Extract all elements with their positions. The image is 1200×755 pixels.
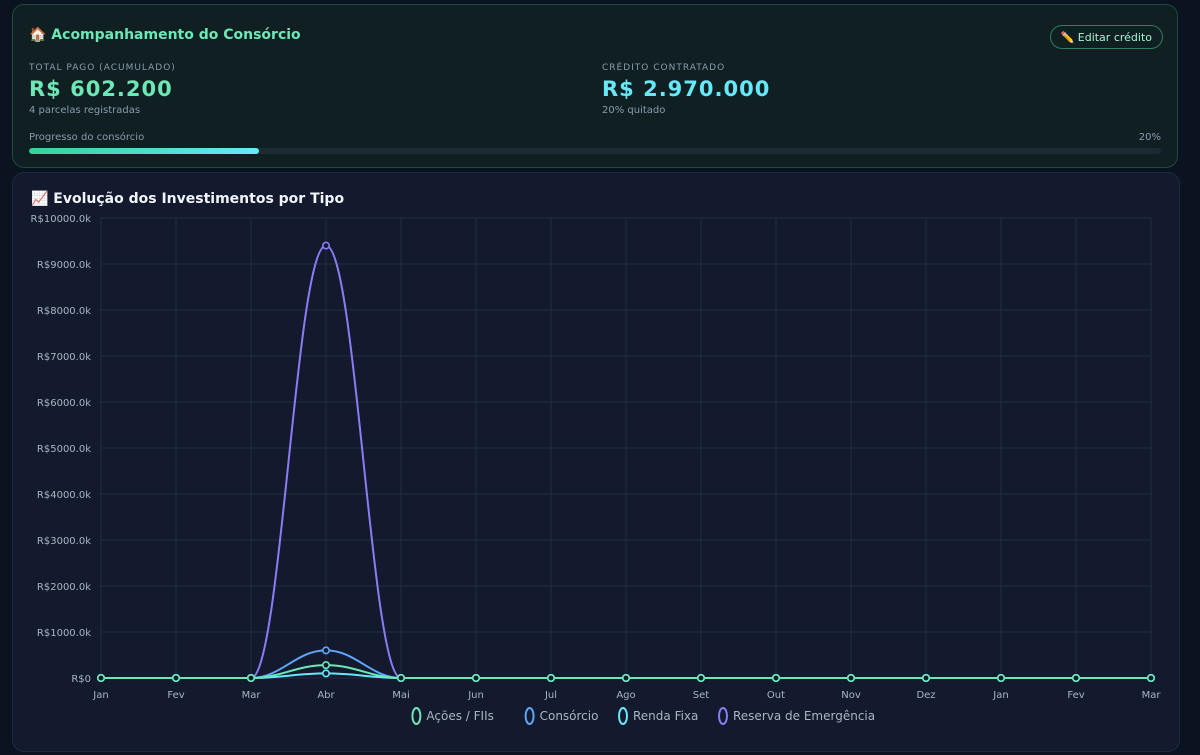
data-point xyxy=(172,673,181,682)
x-tick-label: Jan xyxy=(92,690,108,701)
y-tick-label: R$6000.0k xyxy=(37,398,91,409)
progress-fill xyxy=(29,148,259,154)
credito-label: CRÉDITO CONTRATADO xyxy=(602,63,726,73)
credito-stat: CRÉDITO CONTRATADO R$ 2.970.000 20% quit… xyxy=(602,63,770,116)
legend-label: Reserva de Emergência xyxy=(733,709,875,723)
y-tick-label: R$4000.0k xyxy=(37,490,91,501)
y-tick-label: R$0 xyxy=(71,674,91,685)
x-tick-label: Mar xyxy=(242,690,262,701)
data-point xyxy=(546,673,555,682)
legend-marker xyxy=(524,707,535,725)
progress-track xyxy=(29,148,1161,154)
total-pago-label: TOTAL PAGO (ACUMULADO) xyxy=(29,63,176,73)
consorcio-card: 🏠 Acompanhamento do Consórcio ✏️ Editar … xyxy=(12,4,1178,168)
x-tick-label: Jul xyxy=(544,690,557,701)
legend-marker xyxy=(618,707,628,725)
investments-line-chart: R$0 R$1000.0k R$2000.0k R$3000.0k R$4000.0k R… xyxy=(31,214,1162,725)
x-tick-label: Abr xyxy=(317,690,335,701)
y-tick-label: R$1000.0k xyxy=(37,628,91,639)
total-pago-value: R$ 602.200 xyxy=(29,77,173,101)
x-tick-label: Nov xyxy=(841,690,861,701)
data-point xyxy=(996,673,1005,682)
data-point xyxy=(321,661,330,670)
data-point xyxy=(396,673,405,682)
data-point xyxy=(321,669,330,678)
y-tick-label: R$10000.0k xyxy=(31,214,92,225)
total-pago-stat: TOTAL PAGO (ACUMULADO) R$ 602.200 4 parc… xyxy=(29,63,176,116)
legend-marker xyxy=(718,707,728,725)
y-tick-label: R$9000.0k xyxy=(37,260,91,271)
total-pago-sub: 4 parcelas registradas xyxy=(29,105,141,116)
credito-value: R$ 2.970.000 xyxy=(602,77,771,101)
data-point xyxy=(247,673,256,682)
legend-label: Ações / FIIs xyxy=(426,709,493,723)
data-point xyxy=(471,673,480,682)
y-tick-label: R$5000.0k xyxy=(37,444,91,455)
x-tick-label: Mar xyxy=(1142,690,1162,701)
y-tick-label: R$3000.0k xyxy=(37,536,91,547)
data-point xyxy=(1072,673,1081,682)
x-tick-label: Dez xyxy=(916,690,935,701)
legend-label: Renda Fixa xyxy=(633,709,698,723)
x-tick-label: Mai xyxy=(392,690,410,701)
y-tick-label: R$7000.0k xyxy=(37,352,91,363)
credito-sub: 20% quitado xyxy=(602,105,666,116)
x-tick-label: Fev xyxy=(1067,690,1084,701)
legend-marker xyxy=(411,707,422,725)
x-tick-label: Out xyxy=(767,690,785,701)
data-point xyxy=(621,673,630,682)
consorcio-title: 🏠 Acompanhamento do Consórcio xyxy=(29,27,301,43)
x-tick-label: Jan xyxy=(992,690,1008,701)
x-tick-label: Jun xyxy=(467,690,484,701)
data-point xyxy=(846,673,855,682)
progress-percent: 20% xyxy=(1138,132,1161,143)
data-point xyxy=(696,673,705,682)
data-point xyxy=(921,673,930,682)
y-tick-label: R$8000.0k xyxy=(37,306,91,317)
edit-credit-button[interactable]: ✏️ Editar crédito xyxy=(1049,25,1163,49)
data-point xyxy=(1147,673,1156,682)
legend-label: Consórcio xyxy=(540,709,599,723)
x-tick-label: Fev xyxy=(167,690,184,701)
data-point xyxy=(321,241,330,250)
chart-title: 📈 Evolução dos Investimentos por Tipo xyxy=(31,191,345,207)
chart-card: 📈 Evolução dos Investimentos por Tipo R$… xyxy=(12,172,1180,752)
x-tick-label: Set xyxy=(693,690,710,701)
progress-label: Progresso do consórcio xyxy=(29,132,145,143)
x-tick-label: Ago xyxy=(616,690,635,701)
data-point xyxy=(321,646,330,655)
data-point xyxy=(771,673,780,682)
y-tick-label: R$2000.0k xyxy=(37,582,91,593)
data-point xyxy=(97,673,106,682)
